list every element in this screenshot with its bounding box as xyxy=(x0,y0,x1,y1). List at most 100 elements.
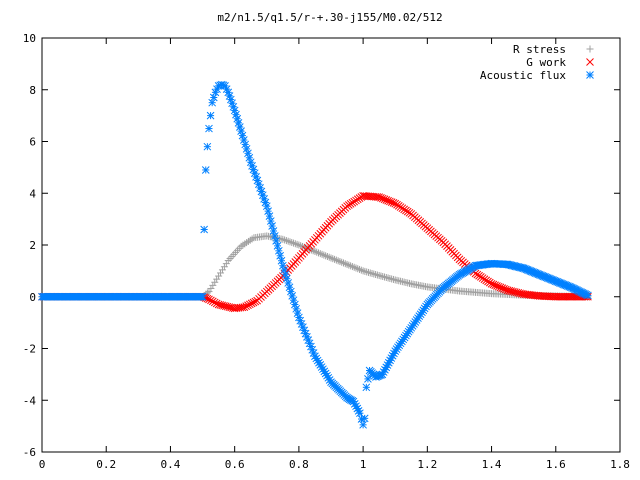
data-point xyxy=(315,249,323,257)
x-tick-label: 0.4 xyxy=(161,458,181,471)
data-point xyxy=(274,246,283,255)
y-tick-label: 8 xyxy=(29,84,36,97)
data-point xyxy=(329,255,337,263)
data-point xyxy=(389,199,398,207)
data-point xyxy=(361,267,369,275)
data-point xyxy=(372,270,380,278)
data-point xyxy=(273,242,282,250)
data-point xyxy=(256,184,264,192)
legend-label: R stress xyxy=(513,43,566,56)
y-tick-label: 4 xyxy=(29,187,36,200)
data-point xyxy=(245,300,254,309)
data-point xyxy=(251,297,260,306)
data-point xyxy=(293,240,301,248)
x-tick-label: 0.2 xyxy=(96,458,116,471)
y-tick-label: 2 xyxy=(29,239,36,252)
data-point xyxy=(359,420,367,429)
data-point xyxy=(220,263,228,271)
data-point xyxy=(284,237,292,245)
data-point xyxy=(293,309,302,317)
data-point xyxy=(359,267,367,275)
data-point xyxy=(241,140,250,149)
plot-frame xyxy=(41,37,621,453)
data-point xyxy=(356,265,364,273)
data-point xyxy=(205,124,213,133)
data-point xyxy=(362,383,371,392)
data-point xyxy=(279,235,287,243)
data-point xyxy=(288,292,297,300)
data-point xyxy=(331,255,339,263)
data-point xyxy=(208,297,217,306)
data-point xyxy=(339,259,347,267)
data-point xyxy=(242,145,251,153)
data-point xyxy=(320,251,328,259)
data-point xyxy=(206,111,215,120)
legend-marker xyxy=(586,71,594,79)
data-point xyxy=(234,119,243,127)
data-point xyxy=(209,93,218,102)
data-point xyxy=(239,136,248,144)
data-point xyxy=(327,254,335,262)
plot-area xyxy=(38,80,592,429)
x-tick-label: 0 xyxy=(39,458,46,471)
data-point xyxy=(323,253,331,260)
x-tick-label: 1.4 xyxy=(482,458,502,471)
y-tick-label: -6 xyxy=(23,446,36,459)
data-point xyxy=(370,270,378,278)
legend-marker xyxy=(586,58,594,66)
data-point xyxy=(242,302,250,311)
data-point xyxy=(230,106,239,115)
y-tick-label: -2 xyxy=(23,343,36,356)
x-tick-label: 0.6 xyxy=(225,458,245,471)
data-point xyxy=(322,252,330,260)
data-point xyxy=(229,304,237,312)
data-point xyxy=(262,202,271,211)
data-point xyxy=(366,269,374,277)
data-point xyxy=(207,284,215,292)
data-point xyxy=(360,414,369,423)
data-point xyxy=(213,275,221,283)
data-point xyxy=(249,298,258,307)
data-point xyxy=(205,295,213,304)
data-point xyxy=(198,292,207,301)
data-point xyxy=(208,98,217,107)
data-point xyxy=(325,253,333,261)
data-point xyxy=(364,375,372,383)
data-point xyxy=(354,265,362,273)
data-point xyxy=(357,266,365,274)
x-tick-label: 1.8 xyxy=(610,458,630,471)
data-point xyxy=(247,299,256,308)
data-point xyxy=(217,269,225,277)
data-point xyxy=(313,248,321,256)
data-point xyxy=(286,238,294,246)
data-point xyxy=(290,239,298,247)
legend-label: Acoustic flux xyxy=(480,69,566,82)
data-point xyxy=(207,296,215,305)
data-point xyxy=(285,283,294,292)
data-point xyxy=(244,149,252,158)
data-point xyxy=(209,281,217,289)
y-tick-label: -4 xyxy=(23,394,37,407)
x-tick-label: 0.8 xyxy=(289,458,309,471)
data-point xyxy=(281,270,290,279)
y-tick-label: 6 xyxy=(29,136,36,149)
data-point xyxy=(201,166,210,174)
data-point xyxy=(268,222,276,230)
data-point xyxy=(266,217,275,225)
data-point xyxy=(368,269,376,277)
data-point xyxy=(316,250,324,258)
data-point xyxy=(265,212,274,220)
legend-label: G work xyxy=(526,56,566,69)
data-point xyxy=(203,289,211,297)
data-point xyxy=(277,256,286,265)
data-point xyxy=(343,260,351,268)
data-point xyxy=(276,251,285,260)
x-axis: 0 0.2 0.4 0.6 0.8 1 1.2 1.4 1.6 1.8 xyxy=(39,38,630,471)
x-tick-label: 1 xyxy=(360,458,367,471)
data-point xyxy=(238,131,247,140)
data-point xyxy=(332,256,340,264)
data-point xyxy=(292,304,301,313)
data-point xyxy=(218,266,226,274)
